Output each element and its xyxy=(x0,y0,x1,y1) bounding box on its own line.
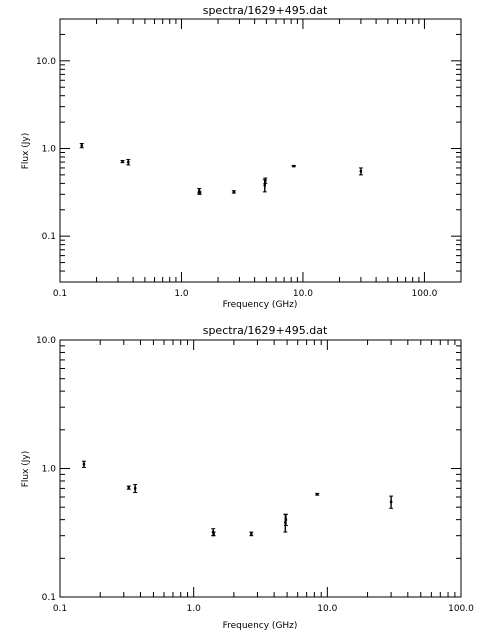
chart-1-data-point xyxy=(358,167,363,176)
chart-1-data-points xyxy=(79,143,363,195)
chart-1-ticks: 0.1 1.0 10.0 100.0 0.1 1.0 10.0 xyxy=(36,18,462,299)
chart-1-point-marker xyxy=(292,164,295,168)
chart-2-x-tick-label: 100.0 xyxy=(448,604,474,614)
chart-1-y-tick-label: 10.0 xyxy=(36,57,56,67)
chart-1-data-point xyxy=(126,158,131,166)
chart-2-data-point xyxy=(315,492,320,496)
chart-1-point-marker xyxy=(127,160,130,164)
chart-2-data-point xyxy=(283,513,288,527)
chart-2-point-marker xyxy=(284,518,288,521)
chart-2-y-tick-label: 0.1 xyxy=(42,593,56,603)
chart-2-data-point xyxy=(81,460,86,468)
chart-1-point-marker xyxy=(198,191,201,195)
chart-1-y-axis-label: Flux (Jy) xyxy=(21,133,31,170)
chart-2-point-marker xyxy=(250,532,253,536)
chart-1-plot-frame xyxy=(59,18,462,283)
chart-1-x-axis-label: Frequency (GHz) xyxy=(223,300,298,310)
chart-2-y-tick-label: 10.0 xyxy=(36,336,56,346)
chart-1-point-marker xyxy=(198,189,201,192)
chart-1-y-tick-label: 0.1 xyxy=(42,232,56,242)
chart-1-data-point xyxy=(291,164,296,168)
chart-2-data-point xyxy=(249,531,254,537)
chart-2-data-point xyxy=(389,495,394,509)
chart-2-point-marker xyxy=(127,486,130,489)
chart-2-point-marker xyxy=(133,487,137,490)
chart-1-point-marker xyxy=(121,160,124,163)
chart-1-x-tick-label: 100.0 xyxy=(412,289,438,299)
chart-panel-1: spectra/1629+495.dat 0.1 1.0 10.0 100.0 0.1 1… xyxy=(21,4,462,310)
chart-2-point-marker xyxy=(82,463,86,466)
chart-1-x-tick-label: 0.1 xyxy=(53,289,67,299)
chart-2-point-marker xyxy=(212,532,215,536)
chart-2-data-points xyxy=(81,460,394,537)
chart-2-x-tick-label: 0.1 xyxy=(53,604,67,614)
chart-1-data-point xyxy=(263,177,268,184)
chart-2-data-point xyxy=(133,484,138,494)
chart-2-title: spectra/1629+495.dat xyxy=(203,324,328,337)
chart-2-x-axis-label: Frequency (GHz) xyxy=(223,621,298,631)
chart-1-y-tick-label: 1.0 xyxy=(42,144,57,154)
chart-1-data-point xyxy=(79,143,84,149)
chart-2-x-tick-label: 1.0 xyxy=(187,604,202,614)
chart-2-plot-frame xyxy=(59,339,462,598)
chart-1-data-point xyxy=(197,191,202,195)
chart-panel-2: spectra/1629+495.dat 0.1 1.0 10.0 100.0 0.1 1… xyxy=(21,324,474,631)
chart-1-x-tick-label: 10.0 xyxy=(293,289,313,299)
chart-1-data-point xyxy=(120,159,125,164)
chart-1-title: spectra/1629+495.dat xyxy=(203,4,328,17)
chart-2-y-tick-label: 1.0 xyxy=(42,465,57,475)
chart-1-x-tick-label: 1.0 xyxy=(174,289,189,299)
chart-2-x-tick-label: 10.0 xyxy=(317,604,337,614)
chart-2-point-marker xyxy=(316,493,319,496)
chart-2-y-axis-label: Flux (Jy) xyxy=(21,451,31,488)
chart-1-point-marker xyxy=(80,144,83,147)
chart-1-data-point xyxy=(231,190,236,194)
chart-2-data-point xyxy=(211,531,216,537)
chart-1-point-marker xyxy=(359,170,363,173)
chart-1-point-marker xyxy=(232,190,236,194)
chart-2-data-point xyxy=(126,485,131,490)
chart-2-ticks: 0.1 1.0 10.0 100.0 0.1 1.0 10.0 xyxy=(36,336,474,614)
chart-2-point-marker xyxy=(389,500,393,504)
chart-1-point-marker xyxy=(264,179,267,182)
chart-1-point-marker xyxy=(263,184,266,187)
